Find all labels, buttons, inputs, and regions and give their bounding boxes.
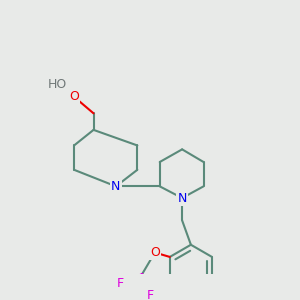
Text: F: F [117, 277, 124, 290]
Text: F: F [146, 289, 154, 300]
Text: O: O [150, 246, 160, 259]
Text: HO: HO [48, 78, 67, 91]
Text: N: N [177, 191, 187, 205]
Text: O: O [69, 90, 79, 103]
Text: N: N [111, 180, 121, 193]
